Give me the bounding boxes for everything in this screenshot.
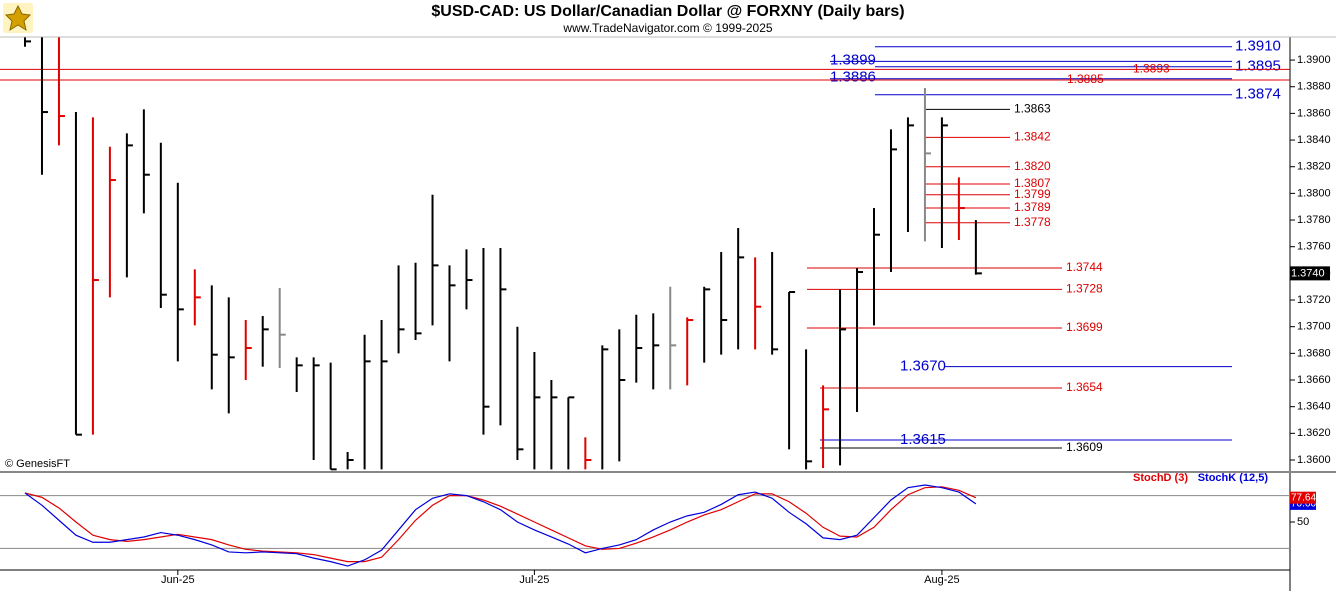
level-label: 1.3609 xyxy=(1066,440,1103,454)
last-price-box xyxy=(1290,266,1330,281)
y-tick-label: 1.3820 xyxy=(1297,161,1331,173)
y-tick-label: 1.3860 xyxy=(1297,107,1331,119)
y-tick-label: 1.3620 xyxy=(1297,427,1331,439)
y-tick-label: 1.3880 xyxy=(1297,81,1331,93)
last-price-label: 1.3740 xyxy=(1291,267,1325,279)
header xyxy=(0,0,1336,37)
level-label: 1.3728 xyxy=(1066,282,1103,296)
y-tick-label: 1.3700 xyxy=(1297,321,1331,333)
level-label: 1.3893 xyxy=(1133,62,1170,76)
level-label: 1.3778 xyxy=(1014,215,1051,229)
x-tick-label: Jun-25 xyxy=(161,574,195,586)
level-label: 1.3744 xyxy=(1066,260,1103,274)
y-tick-label: 1.3600 xyxy=(1297,454,1331,466)
last-value-box xyxy=(1290,491,1316,504)
y-tick-label: 1.3900 xyxy=(1297,54,1331,66)
level-label: 1.3699 xyxy=(1066,320,1103,334)
y-tick-label: 1.3720 xyxy=(1297,294,1331,306)
level-label: 1.3885 xyxy=(1067,72,1104,86)
y-tick-label: 1.3800 xyxy=(1297,187,1331,199)
level-label: 1.3615 xyxy=(900,431,946,448)
level-label: 1.3654 xyxy=(1066,380,1103,394)
level-label: 1.3886 xyxy=(830,69,876,86)
stoch-line xyxy=(24,484,977,567)
logo xyxy=(3,3,33,33)
last-value-label: 70.60 xyxy=(1291,499,1316,510)
level-label: 1.3670 xyxy=(900,358,946,375)
level-label: 1.3807 xyxy=(1014,176,1051,190)
y-tick-label: 1.3780 xyxy=(1297,214,1331,226)
y-tick-label: 1.3840 xyxy=(1297,134,1331,146)
legend-entry: StochK (12,5) xyxy=(1198,472,1269,484)
level-label: 1.3863 xyxy=(1014,102,1051,116)
y-tick-label: 1.3680 xyxy=(1297,347,1331,359)
last-value-label: 77.64 xyxy=(1291,492,1316,503)
level-label: 1.3820 xyxy=(1014,159,1051,173)
level-label: 1.3899 xyxy=(830,51,876,68)
level-label: 1.3842 xyxy=(1014,130,1051,144)
stoch-line xyxy=(24,486,977,563)
y-tick-label: 1.3660 xyxy=(1297,374,1331,386)
y-tick-label: 1.3640 xyxy=(1297,401,1331,413)
chart-title: $USD-CAD: US Dollar/Canadian Dollar @ FO… xyxy=(431,3,904,20)
level-label: 1.3910 xyxy=(1235,38,1281,55)
x-tick-label: Jul-25 xyxy=(519,574,549,586)
level-label: 1.3789 xyxy=(1014,200,1051,214)
y-tick-label: 50 xyxy=(1297,516,1309,528)
x-tick-label: Aug-25 xyxy=(924,574,959,586)
legend-entry: StochD (3) xyxy=(1133,472,1188,484)
chart-subtitle: www.TradeNavigator.com © 1999-2025 xyxy=(562,21,772,35)
y-tick-label: 1.3760 xyxy=(1297,241,1331,253)
level-label: 1.3799 xyxy=(1014,187,1051,201)
watermark: © GenesisFT xyxy=(5,458,70,470)
level-label: 1.3895 xyxy=(1235,58,1281,75)
level-label: 1.3874 xyxy=(1235,86,1281,103)
